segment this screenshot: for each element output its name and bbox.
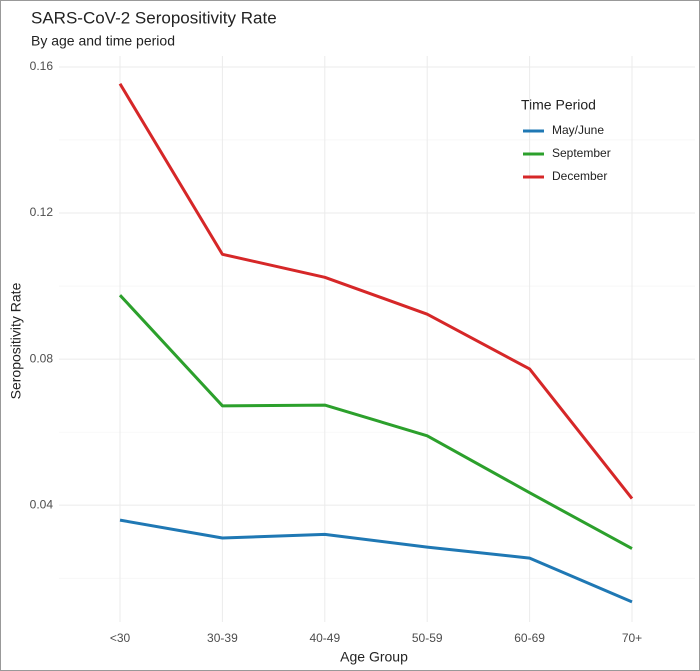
x-axis-title: Age Group (340, 649, 408, 665)
x-tick-label: 40-49 (309, 631, 340, 645)
legend-label: May/June (552, 123, 604, 137)
x-tick-label: 30-39 (207, 631, 238, 645)
y-tick-label: 0.12 (30, 205, 54, 219)
series-line (118, 294, 633, 550)
legend-label: December (552, 169, 607, 183)
x-tick-label: 60-69 (514, 631, 545, 645)
y-tick-label: 0.16 (30, 59, 54, 73)
x-tick-label: 50-59 (412, 631, 443, 645)
chart-title: SARS-CoV-2 Seropositivity Rate (31, 8, 277, 27)
series-line (118, 82, 634, 500)
y-tick-label: 0.08 (30, 351, 54, 365)
series-line (119, 518, 633, 604)
x-tick-label: <30 (110, 631, 131, 645)
legend-label: September (552, 146, 611, 160)
x-tick-label: 70+ (622, 631, 642, 645)
chart-subtitle: By age and time period (31, 33, 175, 49)
y-axis-title: Seropositivity Rate (8, 282, 24, 399)
y-tick-label: 0.04 (30, 497, 54, 511)
legend-title: Time Period (521, 97, 596, 113)
